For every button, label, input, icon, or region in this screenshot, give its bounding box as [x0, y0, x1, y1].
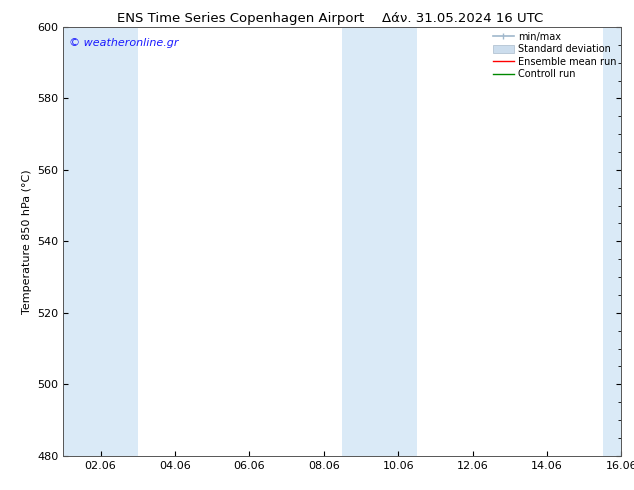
Y-axis label: Temperature 850 hPa (°C): Temperature 850 hPa (°C): [22, 169, 32, 314]
Text: © weatheronline.gr: © weatheronline.gr: [69, 38, 179, 48]
Text: Δάν. 31.05.2024 16 UTC: Δάν. 31.05.2024 16 UTC: [382, 12, 543, 25]
Text: ENS Time Series Copenhagen Airport: ENS Time Series Copenhagen Airport: [117, 12, 365, 25]
Bar: [63, 27, 138, 456]
Bar: [603, 27, 621, 456]
Legend: min/max, Standard deviation, Ensemble mean run, Controll run: min/max, Standard deviation, Ensemble me…: [491, 30, 618, 81]
Bar: [342, 27, 417, 456]
